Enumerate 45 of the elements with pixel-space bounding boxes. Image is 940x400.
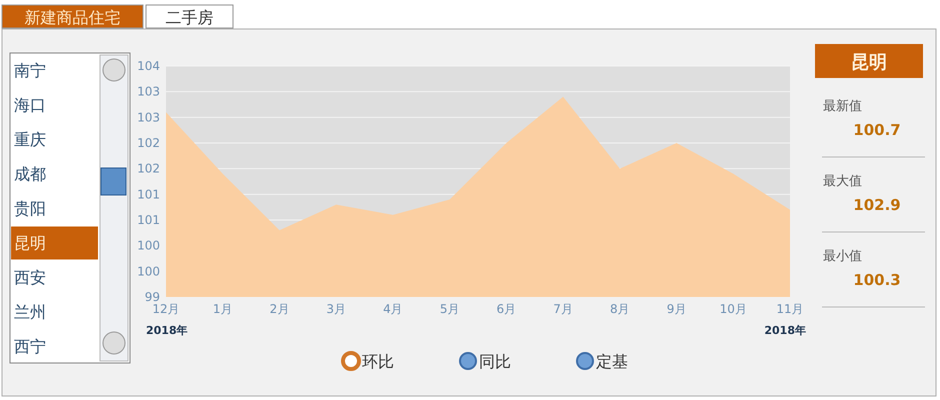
y-tick-label: 102	[137, 136, 160, 150]
category-label: 新建商品住宅	[24, 8, 120, 27]
x-tick-label: 10月	[720, 302, 747, 316]
y-tick-label: 101	[137, 187, 160, 202]
x-tick-label: 9月	[666, 302, 686, 316]
x-tick-label: 1月	[212, 302, 233, 316]
x-tick-label: 7月	[553, 302, 573, 316]
category-label: 同比	[479, 352, 511, 371]
data-label: 100.3	[853, 271, 901, 289]
y-tick-label: 101	[137, 213, 160, 227]
text: 昆明	[14, 234, 46, 252]
text: 贵阳	[14, 199, 46, 218]
x-tick-label: 5月	[440, 302, 460, 316]
y-tick-label: 102	[137, 162, 160, 176]
text: 南宁	[14, 61, 46, 80]
data-label: 102.9	[853, 196, 901, 214]
category-label: 二手房	[166, 8, 214, 27]
text: 西安	[14, 268, 46, 287]
x-tick-label: 2月	[270, 302, 290, 316]
text: 2018年	[146, 324, 188, 337]
text: 2018年	[764, 324, 806, 337]
category-label: 环比	[362, 352, 394, 371]
x-tick-label: 3月	[326, 302, 346, 316]
y-tick-label: 100	[137, 264, 160, 278]
x-tick-label: 6月	[496, 302, 516, 316]
category-label: 最大值	[823, 174, 862, 189]
text: 兰州	[14, 302, 46, 322]
y-tick-label: 103	[137, 110, 160, 124]
y-tick-label: 103	[137, 84, 160, 99]
text: 重庆	[14, 130, 46, 149]
text: 成都	[14, 164, 46, 184]
text: 海口	[14, 96, 46, 114]
text: 西宁	[14, 337, 46, 356]
x-tick-label: 8月	[610, 302, 630, 316]
x-tick-label: 4月	[383, 302, 403, 316]
data-label: 100.7	[853, 121, 901, 139]
x-tick-label: 12月	[152, 302, 180, 316]
category-label: 最小值	[823, 249, 862, 264]
category-label: 定基	[596, 352, 628, 371]
category-label: 最新值	[823, 99, 862, 114]
y-tick-label: 104	[137, 59, 160, 73]
x-tick-label: 11月	[776, 302, 804, 316]
text: 昆明	[851, 52, 887, 73]
y-tick-label: 100	[137, 238, 160, 253]
y-tick-label: 99	[144, 290, 160, 304]
